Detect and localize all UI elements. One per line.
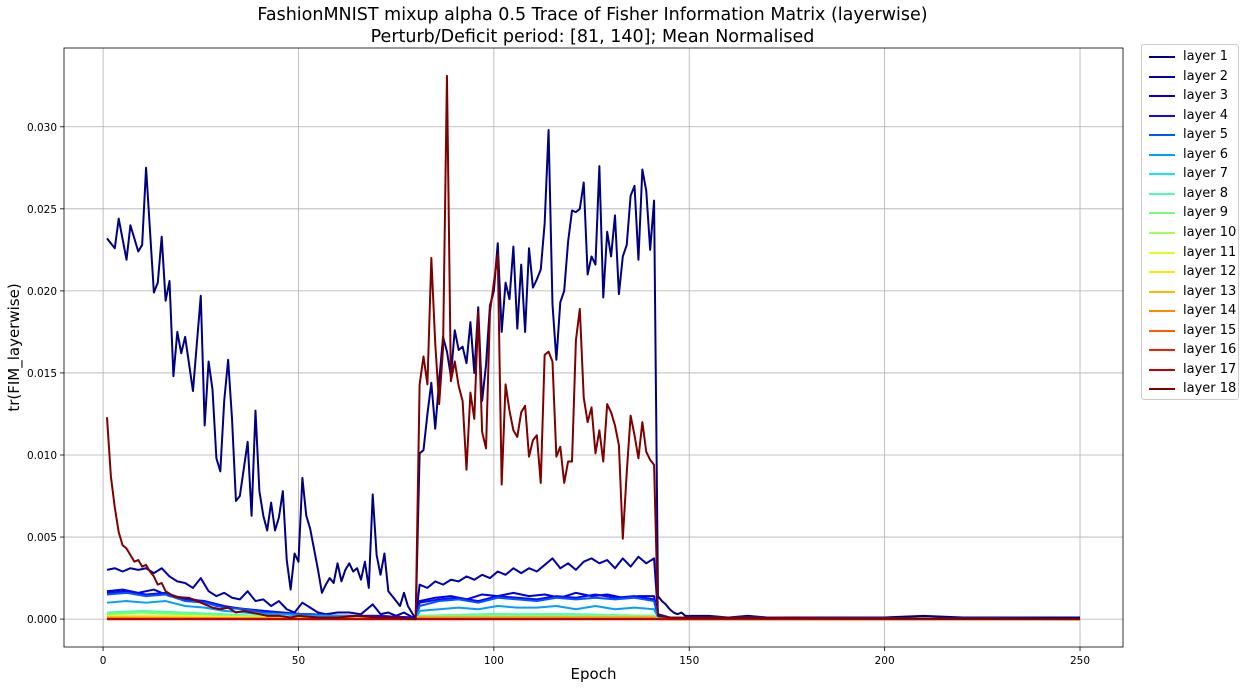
series-lines [105,74,1081,621]
legend: layer 1 layer 2 layer 3 layer 4 layer 5 layer… [1141,44,1239,400]
y-axis-label: tr(FIM_layerwise) [5,283,24,411]
legend-swatch [1149,329,1175,332]
y-tick-label: 0.000 [27,614,57,626]
legend-item: layer 8 [1142,184,1240,204]
legend-swatch [1149,56,1175,58]
legend-swatch [1149,231,1175,234]
series-line-layer-18 [105,74,1081,621]
legend-label: layer 8 [1183,185,1229,201]
legend-swatch [1149,114,1175,117]
legend-label: layer 10 [1183,224,1237,240]
legend-swatch [1149,271,1175,274]
legend-item: layer 10 [1142,223,1240,243]
chart-title-line1: FashionMNIST mixup alpha 0.5 Trace of Fi… [257,5,928,25]
legend-label: layer 11 [1183,244,1237,260]
x-tick-label: 200 [875,655,895,667]
legend-swatch [1149,310,1175,313]
legend-label: layer 7 [1183,166,1229,182]
legend-item: layer 7 [1142,164,1240,184]
x-tick-label: 150 [679,655,699,667]
legend-item: layer 13 [1142,282,1240,302]
legend-item: layer 2 [1142,67,1240,87]
x-axis-label: Epoch [571,665,617,683]
y-tick-label: 0.005 [27,532,57,544]
legend-swatch [1149,368,1175,371]
axis-ticks: 0 50 100 150 200 250 0.000 0.005 0.010 0.015 0.020… [27,122,1090,667]
y-tick-label: 0.020 [27,286,57,298]
legend-swatch [1149,153,1175,156]
legend-swatch [1149,173,1175,176]
legend-swatch [1149,251,1175,254]
series-line-layer-1 [106,129,1081,621]
x-tick-label: 0 [100,655,107,667]
x-tick-label: 100 [484,655,504,667]
legend-label: layer 17 [1183,361,1237,377]
legend-label: layer 15 [1183,322,1237,338]
y-tick-label: 0.015 [27,368,57,380]
plot-frame [63,47,1124,648]
legend-swatch [1149,192,1175,195]
legend-label: layer 12 [1183,264,1237,280]
legend-swatch [1149,349,1175,352]
legend-label: layer 2 [1183,68,1229,84]
legend-label: layer 9 [1183,205,1229,221]
legend-item: layer 14 [1142,301,1240,321]
series-line-layer-2 [106,555,1081,621]
legend-label: layer 14 [1183,303,1237,319]
x-tick-label: 50 [292,655,305,667]
series-line-layer-4 [106,590,1081,621]
legend-label: layer 1 [1183,49,1229,64]
series-line-layer-6 [106,600,1081,621]
chart-title: FashionMNIST mixup alpha 0.5 Trace of Fi… [0,4,1185,48]
legend-item: layer 9 [1142,203,1240,223]
legend-item: layer 1 [1142,47,1240,67]
legend-item: layer 11 [1142,243,1240,263]
legend-label: layer 18 [1183,381,1237,397]
legend-label: layer 5 [1183,127,1229,143]
legend-swatch [1149,388,1175,391]
y-tick-label: 0.010 [27,450,57,462]
legend-item: layer 15 [1142,321,1240,341]
legend-item: layer 12 [1142,262,1240,282]
legend-item: layer 18 [1142,379,1240,399]
legend-swatch [1149,75,1175,78]
legend-item: layer 5 [1142,125,1240,145]
legend-label: layer 4 [1183,107,1229,123]
legend-item: layer 17 [1142,360,1240,380]
legend-item: layer 4 [1142,106,1240,126]
legend-item: layer 3 [1142,86,1240,106]
legend-swatch [1149,290,1175,293]
legend-label: layer 16 [1183,342,1237,358]
y-tick-label: 0.025 [27,204,57,216]
legend-swatch [1149,95,1175,98]
legend-label: layer 13 [1183,283,1237,299]
chart-title-line2: Perturb/Deficit period: [81, 140]; Mean … [370,27,815,47]
legend-label: layer 3 [1183,88,1229,104]
x-tick-label: 250 [1070,655,1090,667]
legend-swatch [1149,134,1175,137]
legend-item: layer 6 [1142,145,1240,165]
grid-lines [64,48,1123,647]
legend-item: layer 16 [1142,340,1240,360]
y-tick-label: 0.030 [27,122,57,134]
legend-swatch [1149,212,1175,215]
legend-label: layer 6 [1183,146,1229,162]
